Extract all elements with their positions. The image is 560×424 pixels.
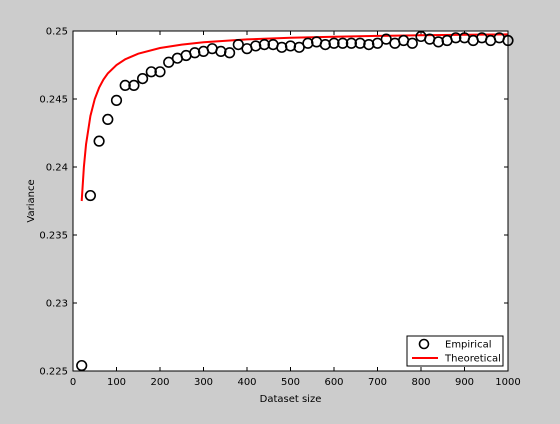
empirical-point — [119, 79, 131, 91]
empirical-series — [76, 30, 514, 372]
x-tick-label: 500 — [281, 377, 300, 388]
empirical-point — [163, 56, 175, 68]
empirical-point — [154, 66, 166, 78]
theoretical-line — [80, 33, 508, 202]
x-tick-labels: 0 100 200 300 400 500 600 700 800 900 1000 — [70, 377, 521, 388]
empirical-point — [93, 135, 105, 147]
plot-area — [73, 31, 508, 371]
y-tick-labels: 0.225 0.23 0.235 0.24 0.245 0.25 — [39, 27, 68, 378]
empirical-point — [337, 37, 349, 49]
empirical-point — [145, 66, 157, 78]
empirical-point — [102, 113, 114, 125]
empirical-point — [258, 38, 271, 51]
x-tick-label: 0 — [70, 377, 76, 388]
empirical-point — [450, 32, 462, 44]
y-tick-label: 0.23 — [46, 299, 68, 310]
x-tick-label: 400 — [237, 377, 256, 388]
empirical-point — [406, 37, 418, 49]
empirical-point — [380, 33, 392, 45]
legend-box — [406, 335, 504, 367]
x-tick-label: 600 — [324, 377, 343, 388]
y-tick-label: 0.225 — [39, 367, 68, 378]
empirical-point — [76, 359, 88, 372]
legend: Empirical Theoretical — [406, 335, 504, 367]
empirical-point — [293, 41, 305, 53]
x-tick-label: 200 — [150, 377, 169, 388]
y-tick-label: 0.235 — [39, 231, 68, 242]
x-axis-label: Dataset size — [260, 394, 322, 405]
y-tick-label: 0.24 — [46, 163, 68, 174]
legend-label-theoretical: Theoretical — [444, 354, 501, 365]
y-axis-label: Variance — [26, 179, 37, 222]
legend-marker-empirical — [418, 338, 430, 350]
empirical-point — [128, 79, 140, 91]
legend-label-empirical: Empirical — [445, 340, 491, 351]
y-tick-label: 0.25 — [46, 27, 68, 38]
empirical-point — [345, 37, 358, 49]
empirical-point — [328, 37, 340, 49]
empirical-point — [371, 37, 384, 49]
x-tick-label: 100 — [107, 377, 126, 388]
empirical-point — [110, 94, 123, 106]
empirical-point — [137, 72, 149, 85]
theoretical-series — [80, 33, 508, 202]
empirical-point — [84, 189, 96, 202]
x-tick-label: 300 — [194, 377, 213, 388]
x-tick-label: 800 — [411, 377, 430, 388]
x-tick-label: 1000 — [495, 377, 520, 388]
plot-frame — [72, 30, 509, 372]
empirical-point — [232, 38, 244, 51]
y-tick-label: 0.245 — [39, 95, 68, 106]
x-tick-label: 700 — [368, 377, 387, 388]
x-tick-label: 900 — [455, 377, 474, 388]
empirical-point — [224, 47, 236, 59]
